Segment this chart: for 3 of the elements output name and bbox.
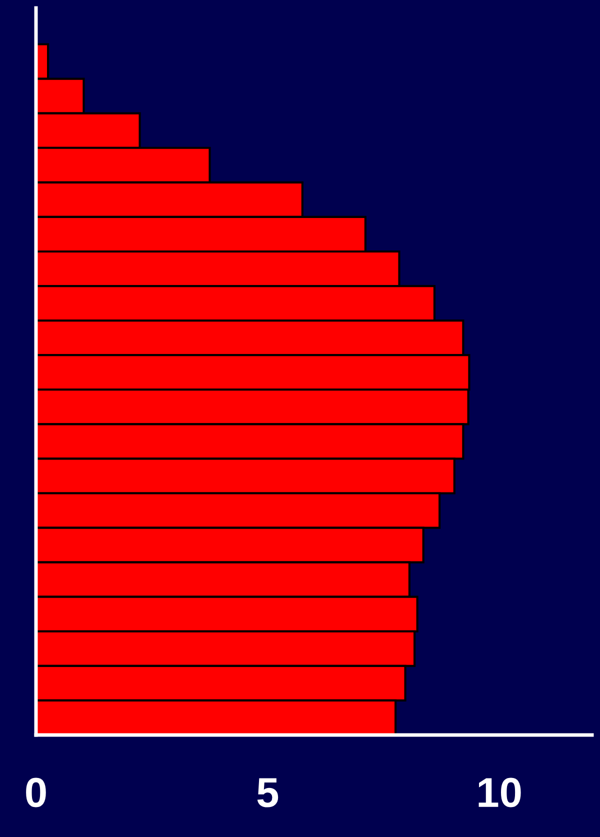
x-tick-label: 0	[26, 778, 46, 808]
x-tick-label: 10	[478, 778, 521, 808]
x-tick-label: 5	[257, 778, 278, 808]
